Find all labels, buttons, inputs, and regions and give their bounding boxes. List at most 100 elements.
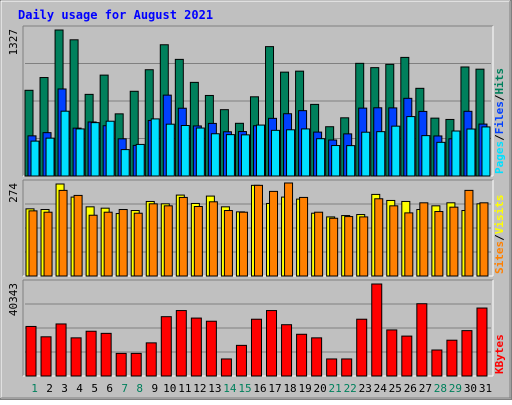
kbytes-bar — [100, 332, 112, 377]
kbytes-bar — [476, 307, 488, 377]
legend-separator: / — [493, 94, 506, 101]
sites-bar — [223, 210, 233, 277]
kbytes-bar — [341, 358, 353, 377]
legend-visits: Visits — [493, 195, 506, 235]
kbytes-bar — [190, 317, 202, 377]
series-kbytes — [25, 283, 488, 377]
kbytes-bar — [311, 337, 323, 377]
kbytes-bar — [281, 324, 293, 377]
pages-bar — [120, 149, 130, 177]
sites-bar — [299, 196, 309, 277]
x-tick-label: 21 — [329, 382, 342, 395]
kbytes-bar — [431, 349, 443, 377]
x-tick-label: 20 — [314, 382, 327, 395]
pages-bar — [75, 128, 85, 177]
sites-bar — [103, 211, 113, 277]
series-sites — [28, 182, 489, 277]
kbytes-bar — [461, 330, 473, 377]
kbytes-bar — [55, 323, 67, 377]
sites-bar — [28, 210, 38, 277]
kbytes-bar — [401, 335, 413, 377]
sites-bar — [284, 182, 294, 277]
sites-bar — [238, 211, 248, 277]
kbytes-bar — [446, 339, 458, 377]
sites-bar — [479, 202, 489, 277]
kbytes-bar — [220, 358, 232, 377]
legend-separator: / — [493, 234, 506, 241]
pages-bar — [210, 133, 220, 177]
legend-separator: / — [493, 134, 506, 141]
sites-bar — [269, 190, 279, 277]
x-tick-label: 14 — [223, 382, 237, 395]
legend-kbytes: KBytes — [493, 334, 506, 374]
x-tick-label: 7 — [121, 382, 128, 395]
kbytes-bar — [386, 329, 398, 377]
x-tick-label: 31 — [479, 382, 492, 395]
x-tick-label: 16 — [253, 382, 266, 395]
x-tick-label: 23 — [359, 382, 372, 395]
x-tick-label: 1 — [31, 382, 38, 395]
kbytes-bar — [25, 325, 37, 377]
x-tick-label: 2 — [46, 382, 53, 395]
legend-files: Files — [493, 101, 506, 134]
pages-bar — [316, 138, 326, 177]
x-tick-label: 25 — [389, 382, 402, 395]
pages-bar — [436, 141, 446, 177]
x-tick-label: 28 — [434, 382, 447, 395]
sites-bar — [419, 202, 429, 277]
pages-bar — [376, 131, 386, 177]
y-max-label: 40343 — [7, 283, 20, 316]
kbytes-bar — [115, 352, 127, 377]
x-tick-label: 29 — [449, 382, 462, 395]
sites-bar — [434, 211, 444, 277]
pages-bar — [271, 129, 281, 177]
sites-bar — [73, 194, 83, 277]
x-tick-label: 17 — [268, 382, 281, 395]
legend-visits-sites: Sites/Visits — [493, 195, 506, 275]
sites-bar — [58, 189, 68, 277]
pages-bar — [255, 124, 265, 177]
sites-bar — [344, 216, 354, 277]
x-tick-label: 22 — [344, 382, 357, 395]
x-tick-label: 24 — [374, 382, 388, 395]
pages-bar — [45, 137, 55, 177]
kbytes-bar — [70, 337, 82, 377]
chart-title: Daily usage for August 2021 — [18, 8, 213, 22]
legend-hits: Hits — [493, 68, 506, 95]
x-tick-label: 26 — [404, 382, 417, 395]
pages-bar — [451, 130, 461, 177]
kbytes-bar — [326, 358, 338, 377]
series-pages — [30, 110, 491, 177]
panel-kbytes: 40343 KBytes — [7, 279, 506, 377]
x-axis-labels: 1 2 3 4 5 6 7 8 9 10 11 12 13 14 15 16 17 18 19 20 21 22 23 24 2… — [31, 382, 492, 395]
kbytes-bar — [40, 336, 52, 377]
x-tick-label: 11 — [178, 382, 191, 395]
kbytes-bar — [175, 310, 187, 377]
x-tick-label: 3 — [61, 382, 68, 395]
x-tick-label: 8 — [136, 382, 143, 395]
sites-bar — [359, 216, 369, 277]
kbytes-bar — [160, 316, 172, 377]
sites-bar — [208, 201, 218, 277]
sites-bar — [193, 205, 203, 277]
kbytes-bar — [416, 303, 428, 377]
pages-bar — [391, 125, 401, 177]
pages-bar — [60, 110, 70, 177]
pages-bar — [286, 129, 296, 177]
x-tick-label: 30 — [464, 382, 477, 395]
y-max-label: 274 — [7, 183, 20, 203]
sites-bar — [449, 206, 459, 277]
kbytes-bar — [371, 283, 383, 377]
pages-bar — [225, 134, 235, 177]
x-tick-label: 15 — [238, 382, 251, 395]
sites-bar — [464, 189, 474, 277]
kbytes-bar — [250, 318, 262, 377]
sites-bar — [404, 212, 414, 277]
legend-sites: Sites — [493, 241, 506, 274]
sites-bar — [88, 214, 98, 277]
sites-bar — [163, 205, 173, 277]
sites-bar — [314, 211, 324, 277]
